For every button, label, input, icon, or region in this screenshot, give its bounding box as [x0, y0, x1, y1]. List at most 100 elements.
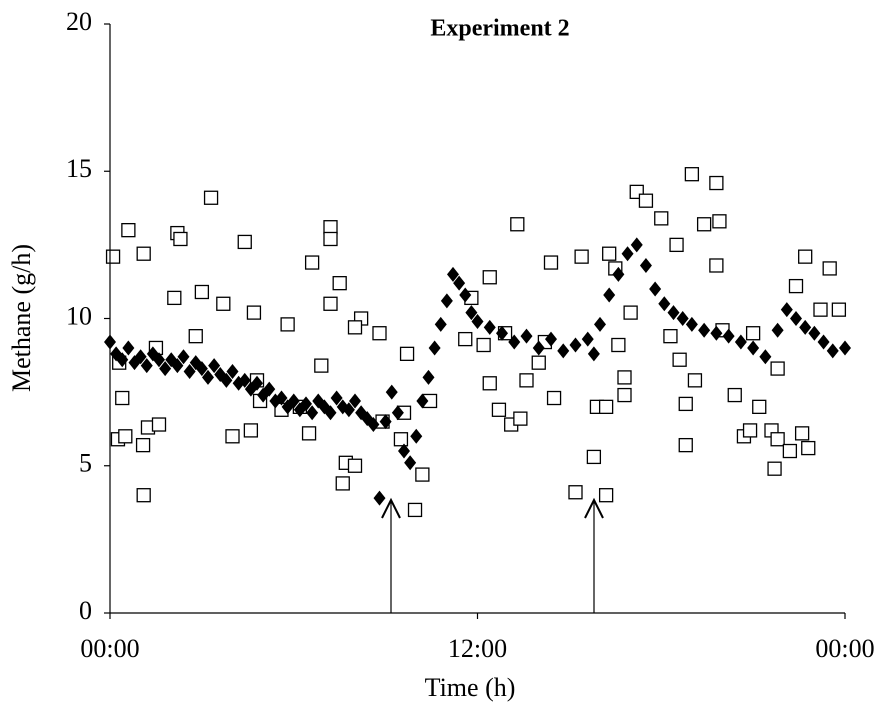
diamond-marker	[410, 428, 423, 444]
square-marker	[831, 302, 847, 317]
diamond-marker	[330, 390, 343, 406]
square-marker	[798, 249, 813, 264]
square-marker	[225, 429, 240, 444]
diamond-marker	[710, 325, 723, 341]
y-axis-label: Methane (g/h)	[7, 244, 36, 392]
diamond-marker	[404, 455, 417, 471]
diamond-marker	[581, 331, 594, 347]
diamond-marker	[808, 325, 821, 341]
diamond-marker	[483, 319, 496, 335]
diamond-marker	[202, 369, 214, 385]
square-marker	[135, 437, 151, 453]
square-marker	[216, 296, 231, 311]
diamond-marker	[459, 287, 472, 303]
square-marker	[770, 361, 785, 376]
square-marker	[482, 270, 497, 285]
square-marker	[654, 211, 669, 226]
square-marker	[510, 217, 525, 232]
square-marker	[742, 423, 758, 438]
square-marker	[687, 373, 703, 388]
diamond-marker	[159, 361, 172, 377]
square-marker	[669, 237, 684, 253]
diamond-marker	[520, 328, 533, 344]
diamond-marker	[496, 325, 508, 341]
diamond-marker	[208, 358, 221, 374]
diamond-marker	[453, 275, 466, 291]
diamond-marker	[639, 257, 652, 273]
diamond-marker	[771, 322, 784, 338]
diamond-marker	[465, 305, 478, 321]
diamond-marker	[630, 237, 643, 253]
square-marker	[813, 302, 828, 317]
diamond-marker	[759, 349, 772, 365]
y-tick-label: 0	[79, 596, 92, 625]
diamond-marker	[649, 281, 662, 297]
arrow	[584, 497, 604, 613]
diamond-marker	[116, 352, 129, 368]
diamond-marker	[545, 331, 557, 347]
diamond-marker	[612, 266, 625, 282]
square-marker	[458, 331, 473, 347]
square-marker	[623, 305, 638, 320]
diamond-marker	[367, 417, 380, 433]
square-marker	[167, 290, 182, 306]
diamond-marker	[195, 361, 208, 377]
diamond-marker	[153, 352, 165, 368]
square-marker	[415, 467, 430, 482]
square-marker	[531, 355, 546, 370]
diamond-marker	[722, 328, 735, 344]
diamond-marker	[391, 405, 404, 421]
square-marker	[745, 326, 761, 341]
square-marker	[407, 502, 423, 518]
diamond-marker	[557, 343, 570, 359]
diamond-marker	[226, 364, 239, 380]
square-marker	[194, 284, 210, 300]
square-marker	[602, 246, 617, 261]
square-marker	[513, 411, 528, 426]
square-marker	[801, 440, 816, 456]
square-marker	[546, 390, 562, 406]
square-marker	[246, 305, 262, 320]
diamond-marker	[698, 322, 711, 338]
diamond-marker	[508, 334, 521, 350]
diamond-marker	[587, 346, 600, 362]
diamond-marker	[342, 402, 355, 418]
x-tick-label: 12:00	[448, 634, 507, 663]
diamond-marker	[428, 340, 441, 356]
diamond-marker	[177, 349, 190, 365]
square-marker	[304, 255, 320, 270]
square-marker	[770, 432, 785, 447]
diamond-marker	[134, 349, 147, 365]
diamond-marker	[373, 490, 386, 506]
square-marker	[335, 476, 350, 491]
square-marker	[105, 249, 121, 264]
y-tick-label: 15	[66, 154, 92, 183]
diamond-marker	[594, 316, 606, 332]
square-marker	[678, 396, 693, 412]
y-tick-label: 10	[66, 301, 92, 330]
diamond-marker	[263, 381, 276, 397]
diamond-marker	[603, 287, 616, 303]
square-marker	[586, 449, 602, 465]
square-marker	[543, 255, 559, 270]
y-tick-label: 5	[79, 449, 92, 478]
square-marker	[476, 337, 491, 353]
diamond-marker	[140, 358, 153, 374]
square-marker	[611, 337, 626, 353]
square-marker	[203, 190, 219, 205]
square-marker	[568, 485, 583, 500]
square-marker	[727, 387, 742, 403]
diamond-marker	[447, 266, 459, 282]
diamond-marker	[676, 311, 689, 326]
diamond-marker	[324, 405, 337, 421]
square-marker	[617, 387, 632, 403]
diamond-marker	[621, 246, 634, 262]
diamond-marker	[747, 340, 760, 356]
diamond-marker	[122, 340, 135, 356]
square-marker	[709, 258, 724, 273]
diamond-marker	[171, 358, 184, 374]
square-marker	[314, 358, 329, 373]
square-marker	[794, 426, 810, 441]
diamond-marker	[658, 296, 671, 312]
diamond-marker	[817, 334, 830, 350]
